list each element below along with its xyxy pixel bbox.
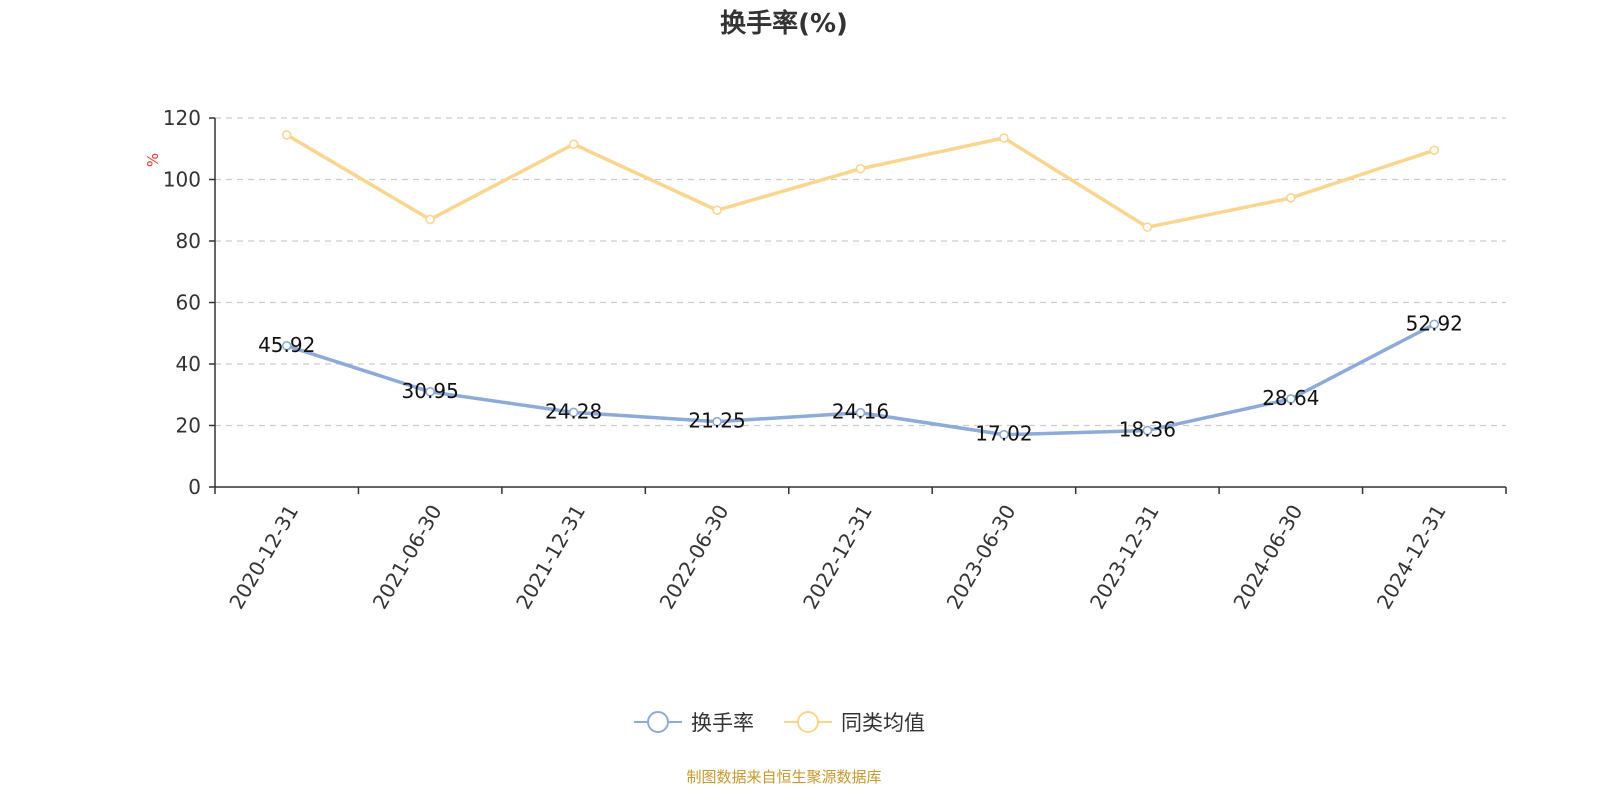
data-label: 24.28: [545, 399, 602, 423]
legend[interactable]: 换手率 同类均值: [634, 711, 925, 735]
data-label: 18.36: [1119, 418, 1176, 442]
data-label: 30.95: [402, 379, 459, 403]
data-point[interactable]: [425, 387, 435, 397]
data-point[interactable]: [712, 205, 722, 216]
legend-label: 换手率: [691, 711, 754, 735]
legend-label: 同类均值: [841, 711, 925, 735]
x-tick-label: 2023-12-31: [1085, 501, 1164, 614]
y-tick-label: 40: [176, 352, 201, 376]
data-point[interactable]: [281, 340, 292, 351]
legend-marker: [647, 711, 669, 733]
x-tick-label: 2022-12-31: [798, 501, 877, 614]
data-point[interactable]: [1142, 425, 1153, 436]
y-tick-label: 60: [176, 291, 201, 315]
x-tick-label: 2023-06-30: [941, 501, 1020, 614]
data-label: 45.92: [258, 333, 315, 357]
y-tick-label: 120: [163, 106, 201, 130]
data-point[interactable]: [1429, 319, 1440, 330]
y-tick-label: 100: [163, 168, 201, 192]
data-label: 21.25: [688, 409, 745, 433]
series-line-1: [285, 133, 1435, 229]
data-point[interactable]: [1286, 193, 1296, 203]
data-point[interactable]: [1286, 394, 1296, 404]
source-note: 制图数据来自恒生聚源数据库: [686, 768, 881, 786]
x-tick-label: 2021-06-30: [368, 500, 447, 613]
x-tick-label: 2024-06-30: [1228, 501, 1307, 614]
legend-marker: [797, 711, 819, 733]
series-lines: [281, 130, 1440, 440]
y-tick-label: 80: [176, 229, 201, 253]
chart-title: 换手率(%): [720, 8, 848, 39]
data-point[interactable]: [281, 130, 292, 140]
legend-item-1[interactable]: 同类均值: [784, 711, 925, 735]
x-tick-label: 2020-12-31: [224, 501, 303, 614]
data-point[interactable]: [568, 139, 579, 149]
data-point[interactable]: [999, 133, 1009, 143]
y-tick-label: 0: [188, 475, 201, 499]
legend-item-0[interactable]: 换手率: [634, 711, 754, 735]
x-tick-label: 2024-12-31: [1372, 501, 1451, 614]
data-point[interactable]: [999, 429, 1009, 440]
data-point[interactable]: [855, 407, 866, 418]
data-label: 17.02: [975, 422, 1032, 446]
x-tick-label: 2021-12-31: [511, 501, 590, 614]
data-point[interactable]: [1429, 145, 1440, 156]
data-labels: 45.92 30.95 24.28 21.25 24.16 17.02 18.36 28.64…: [258, 311, 1463, 445]
y-axis-unit: %: [144, 153, 162, 167]
data-point[interactable]: [1142, 222, 1153, 232]
x-tick-label: 2022-06-30: [655, 501, 734, 614]
y-tick-label: 20: [176, 414, 201, 438]
data-label: 24.16: [832, 400, 889, 424]
data-point[interactable]: [568, 407, 579, 418]
data-point[interactable]: [855, 163, 866, 174]
data-point[interactable]: [425, 214, 435, 225]
data-point[interactable]: [712, 416, 722, 427]
data-label: 52.92: [1406, 311, 1463, 335]
data-label: 28.64: [1262, 386, 1319, 410]
